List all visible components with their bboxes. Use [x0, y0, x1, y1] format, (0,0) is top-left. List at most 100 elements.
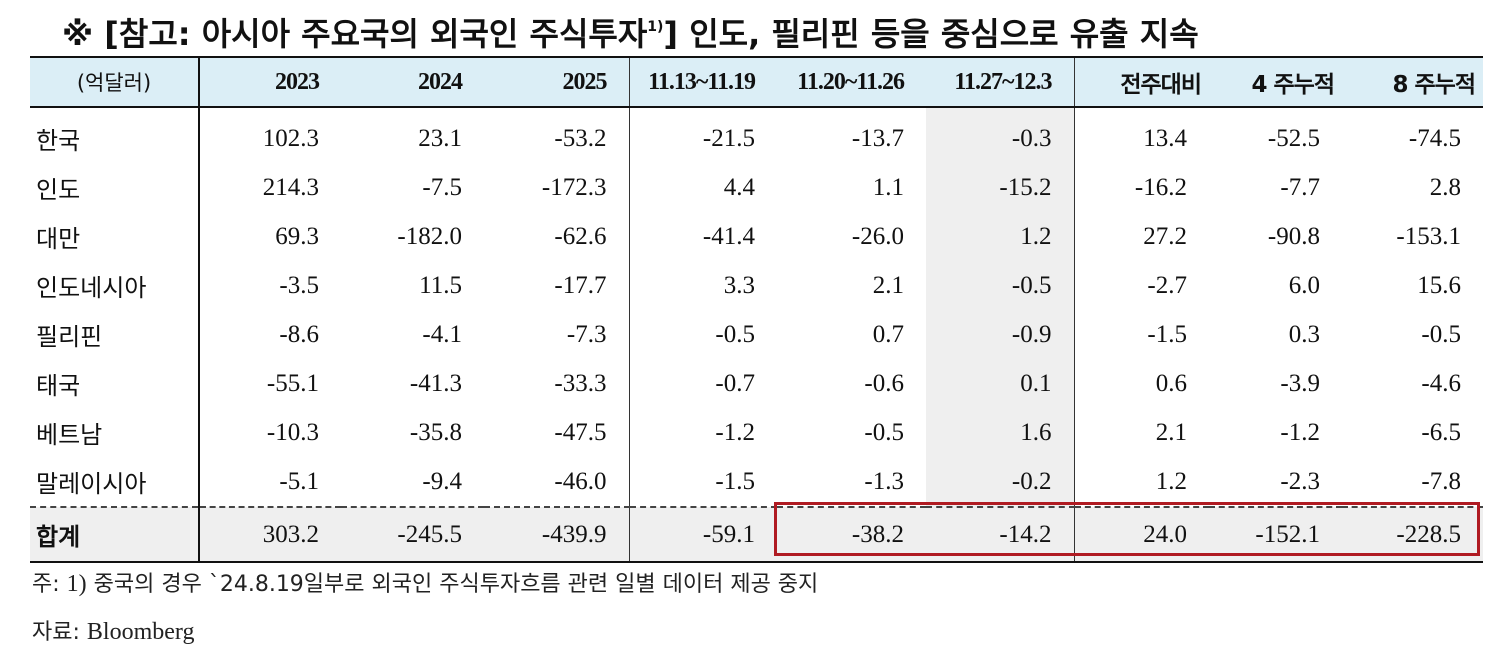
table-cell: -1.3	[864, 467, 904, 495]
table-cell: 0.7	[872, 320, 904, 348]
table-cell: 102.3	[198, 107, 341, 163]
table-cell: -2.3	[1280, 467, 1320, 495]
table-cell: -0.6	[864, 369, 904, 397]
table-row: 베트남 -10.3 -35.8 -47.5 -1.2 -0.5 1.6 2.1 -1.2 -6.5	[30, 408, 1483, 457]
table-cell: -6.5	[1421, 418, 1461, 446]
table-cell: -7.5	[422, 173, 462, 201]
table-cell: -1.5	[1073, 310, 1209, 359]
table-row: 한국 102.3 23.1 -53.2 -21.5 -13.7 -0.3 13.4 -52.5 -…	[30, 107, 1483, 163]
table-cell: -0.5	[864, 418, 904, 446]
table-cell: -2.7	[1073, 261, 1209, 310]
table-cell: -9.4	[422, 467, 462, 495]
table-cell: -0.5	[1421, 320, 1461, 348]
unit-label: (억달러)	[30, 56, 199, 108]
table-cell: 2.1	[1073, 408, 1209, 457]
source-label: 자료:	[32, 620, 87, 645]
table-cell: -0.7	[628, 359, 777, 408]
table-cell: -182.0	[397, 222, 462, 250]
foreign-investment-table: (억달러) 2023 2024 2025 11.13~11.19 11.20~1…	[30, 56, 1483, 563]
table-cell: 3.3	[628, 261, 777, 310]
table-cell: -7.7	[1280, 173, 1320, 201]
table-cell: -52.5	[1267, 124, 1320, 152]
table-cell: -74.5	[1408, 124, 1461, 152]
table-cell: -41.4	[628, 212, 777, 261]
table-cell: 23.1	[418, 124, 462, 152]
table-cell: 303.2	[198, 506, 341, 563]
table-cell: 15.6	[1417, 271, 1461, 299]
table-cell: -5.1	[198, 457, 341, 507]
table-cell: -26.0	[851, 222, 904, 250]
table-cell: -1.2	[1280, 418, 1320, 446]
table-cell: 69.3	[198, 212, 341, 261]
table-cell: -55.1	[198, 359, 341, 408]
highlight-box	[774, 502, 1480, 556]
row-label: 태국	[36, 372, 81, 400]
footnote-text: 중국의 경우 `24.8.19일부로 외국인 주식투자흐름 관련 일별 데이터 …	[86, 572, 819, 597]
row-label: 인도네시아	[36, 274, 147, 302]
table-cell: -10.3	[198, 408, 341, 457]
column-header: 2023	[198, 56, 341, 108]
row-label: 한국	[36, 127, 81, 155]
row-label: 필리핀	[36, 323, 103, 351]
column-header: 11.20~11.26	[777, 56, 926, 108]
row-label: 대만	[36, 225, 81, 253]
table-cell: 6.0	[1288, 271, 1320, 299]
table-row: 인도 214.3 -7.5 -172.3 4.4 1.1 -15.2 -16.2 -7.7 2.8	[30, 163, 1483, 212]
table-cell: -17.7	[554, 271, 607, 299]
table-cell: -172.3	[541, 173, 607, 201]
table-cell: -3.9	[1280, 369, 1320, 397]
table-cell: -0.3	[926, 107, 1074, 163]
table-cell: -0.5	[628, 310, 777, 359]
table-cell: -4.1	[422, 320, 462, 348]
table-cell: -8.6	[198, 310, 341, 359]
table-cell: 214.3	[198, 163, 341, 212]
table-row: 대만 69.3 -182.0 -62.6 -41.4 -26.0 1.2 27.2 -90.8 -…	[30, 212, 1483, 261]
table-cell: 0.1	[926, 359, 1074, 408]
row-label: 인도	[36, 176, 81, 204]
column-header: 8 주누적	[1342, 56, 1483, 108]
column-header: 전주대비	[1073, 56, 1209, 108]
table-cell: -13.7	[851, 124, 904, 152]
table-cell: 1.6	[926, 408, 1074, 457]
table-cell: 0.6	[1073, 359, 1209, 408]
column-header: 2024	[341, 56, 484, 108]
table-cell: -439.9	[484, 506, 629, 563]
column-header: 11.27~12.3	[926, 56, 1074, 108]
table-cell: -4.6	[1421, 369, 1461, 397]
table-cell: -15.2	[926, 163, 1074, 212]
table-cell: -46.0	[554, 467, 607, 495]
total-row: 합계 303.2 -245.5 -439.9 -59.1 -38.2 -14.2 24.0 -1…	[30, 506, 1483, 563]
table-cell: -7.8	[1421, 467, 1461, 495]
table-cell: -47.5	[554, 418, 607, 446]
column-header: 11.13~11.19	[628, 56, 777, 108]
footnote-prefix: 주:	[32, 572, 67, 597]
table-cell: 4.4	[628, 163, 777, 212]
table-cell: -0.5	[926, 261, 1074, 310]
table-cell: -90.8	[1267, 222, 1320, 250]
row-label: 베트남	[36, 421, 103, 449]
table-cell: 1.1	[872, 173, 904, 201]
table-cell: 27.2	[1073, 212, 1209, 261]
table-cell: -1.2	[628, 408, 777, 457]
table-cell: -0.2	[926, 457, 1074, 507]
table-cell: -59.1	[628, 506, 777, 563]
row-label: 말레이시아	[36, 470, 147, 498]
column-header: 2025	[484, 56, 629, 108]
table-cell: 2.8	[1429, 173, 1461, 201]
table-row: 태국 -55.1 -41.3 -33.3 -0.7 -0.6 0.1 0.6 -3.9 -4.6	[30, 359, 1483, 408]
source-value: Bloomberg	[86, 619, 195, 645]
table-cell: 13.4	[1073, 107, 1209, 163]
table-row: 인도네시아 -3.5 11.5 -17.7 3.3 2.1 -0.5 -2.7 6.0 15.6	[30, 261, 1483, 310]
table-cell: -153.1	[1396, 222, 1461, 250]
table-cell: -53.2	[554, 124, 607, 152]
table-cell: -16.2	[1073, 163, 1209, 212]
table-row: 필리핀 -8.6 -4.1 -7.3 -0.5 0.7 -0.9 -1.5 0.3 -0.5	[30, 310, 1483, 359]
table-row: 말레이시아 -5.1 -9.4 -46.0 -1.5 -1.3 -0.2 1.2 -2.3 -7.…	[30, 457, 1483, 507]
table-cell: 11.5	[419, 271, 462, 299]
source-note: 자료: Bloomberg	[32, 614, 194, 646]
table-cell: -245.5	[341, 506, 484, 563]
row-label: 합계	[30, 506, 199, 563]
table-cell: 0.3	[1288, 320, 1320, 348]
title-footnote-mark: 1)	[647, 19, 664, 35]
table-cell: -21.5	[628, 107, 777, 163]
